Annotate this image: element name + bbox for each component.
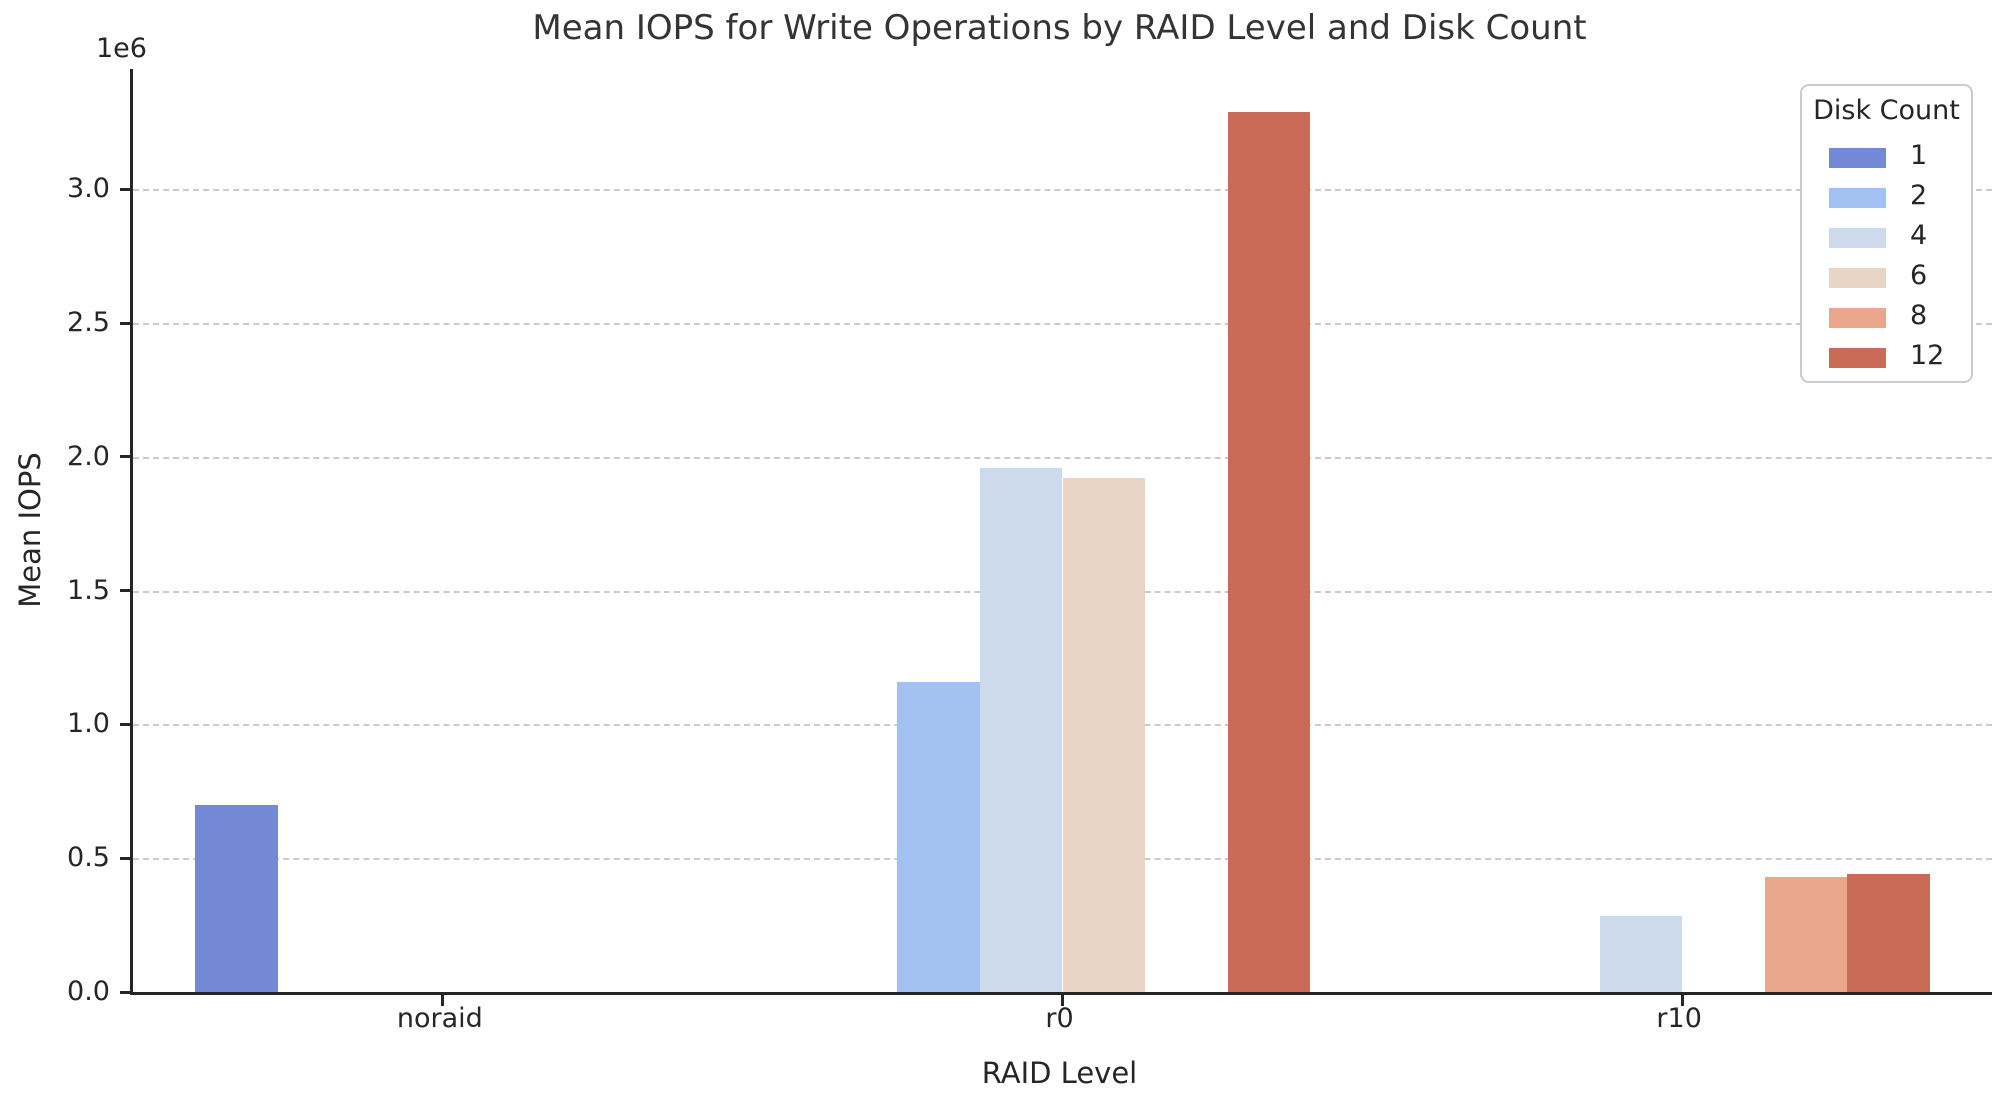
- plot-area: [120, 69, 1992, 1006]
- legend-label: 2: [1910, 180, 1928, 211]
- legend-item: 4: [1802, 218, 1971, 258]
- legend-item: 1: [1802, 138, 1971, 178]
- legend-title: Disk Count: [1813, 95, 1960, 126]
- x-tick: [1680, 995, 1684, 1006]
- legend-label: 4: [1910, 220, 1928, 251]
- y-tick-label: 0.0: [67, 976, 110, 1007]
- x-tick-label: r0: [1045, 1003, 1074, 1034]
- y-axis-offset-text: 1e6: [96, 33, 147, 64]
- x-tick: [441, 995, 445, 1006]
- x-tick: [1061, 995, 1064, 1006]
- legend-item: 6: [1802, 258, 1971, 298]
- bar-r10-disks-12: [1847, 874, 1931, 992]
- bar-noraid-disks-1: [194, 804, 278, 992]
- legend-items: 1 2 4 6 8 12: [1802, 138, 1971, 378]
- y-tick: [120, 321, 130, 325]
- y-tick-label: 3.0: [67, 173, 110, 205]
- y-tick-label: 2.0: [67, 440, 110, 472]
- x-axis-label: RAID Level: [981, 1056, 1138, 1090]
- bar-r10-disks-8: [1764, 876, 1848, 992]
- bar-r10-disks-4: [1599, 915, 1683, 992]
- bar-r0-disks-6: [1062, 478, 1146, 992]
- legend: Disk Count 1 2 4 6 8 12: [1800, 84, 1973, 383]
- y-tick: [120, 187, 130, 191]
- y-tick-label: 0.5: [67, 842, 110, 874]
- legend-label: 12: [1910, 340, 1945, 371]
- legend-item: 2: [1802, 178, 1971, 218]
- legend-swatch: [1829, 348, 1886, 368]
- legend-swatch: [1829, 268, 1886, 288]
- y-tick: [120, 856, 130, 860]
- bar-r0-disks-4: [979, 467, 1063, 992]
- legend-swatch: [1829, 228, 1886, 248]
- legend-swatch: [1829, 308, 1886, 328]
- y-tick: [120, 722, 130, 726]
- y-tick-label: 2.5: [67, 307, 110, 339]
- x-tick-label: r10: [1656, 1003, 1702, 1034]
- bar-r0-disks-12: [1227, 111, 1311, 992]
- legend-label: 6: [1910, 260, 1928, 291]
- y-tick-label: 1.5: [67, 574, 110, 606]
- y-tick: [120, 589, 130, 593]
- x-tick-label: noraid: [396, 1003, 483, 1034]
- gridline: [133, 323, 1992, 326]
- bar-r0-disks-2: [897, 681, 980, 992]
- legend-item: 12: [1802, 338, 1971, 378]
- y-tick: [120, 455, 130, 459]
- y-tick: [120, 990, 130, 994]
- legend-item: 8: [1802, 298, 1971, 338]
- gridline: [133, 456, 1992, 459]
- y-tick-label: 1.0: [67, 708, 110, 740]
- chart-title: Mean IOPS for Write Operations by RAID L…: [532, 8, 1587, 48]
- legend-swatch: [1829, 188, 1886, 208]
- gridline: [133, 189, 1992, 192]
- legend-swatch: [1829, 148, 1886, 168]
- legend-label: 1: [1910, 140, 1928, 171]
- legend-label: 8: [1910, 300, 1928, 331]
